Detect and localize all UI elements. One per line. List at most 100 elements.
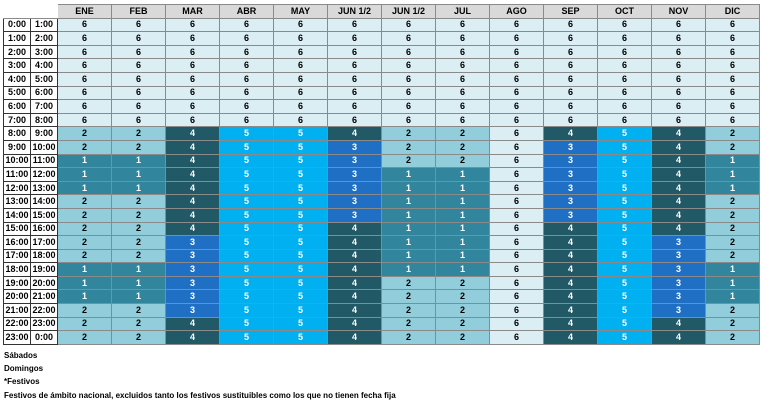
hour-from-cell: 21:00 [3, 303, 31, 318]
period-cell: 2 [705, 139, 760, 155]
hour-to-cell: 22:00 [30, 303, 58, 318]
period-cell: 1 [381, 180, 436, 196]
period-cell: 1 [381, 248, 436, 264]
period-cell: 2 [435, 139, 490, 155]
period-cell: 6 [543, 44, 598, 60]
period-cell: 6 [57, 17, 112, 33]
period-cell: 2 [111, 248, 166, 264]
period-cell: 4 [165, 316, 220, 332]
hour-row: 3:00 4:00 6 6 6 6 6 6 6 6 6 6 6 6 6 [3, 58, 760, 73]
period-cell: 4 [327, 221, 382, 237]
period-cell: 6 [219, 17, 274, 33]
hour-from-cell: 23:00 [3, 330, 31, 345]
period-cell: 4 [651, 316, 706, 332]
period-cell: 1 [381, 221, 436, 237]
hour-from-cell: 9:00 [3, 139, 31, 155]
period-cell: 2 [57, 316, 112, 332]
period-cell: 2 [381, 316, 436, 332]
period-cell: 5 [273, 126, 328, 141]
period-cell: 6 [489, 275, 544, 291]
period-cell: 5 [597, 248, 652, 264]
period-cell: 1 [381, 167, 436, 182]
period-cell: 5 [273, 248, 328, 264]
period-cell: 6 [111, 85, 166, 101]
period-cell: 4 [651, 330, 706, 345]
period-cell: 6 [705, 31, 760, 46]
period-cell: 3 [327, 139, 382, 155]
period-cell: 6 [219, 112, 274, 128]
hour-from-cell: 4:00 [3, 71, 31, 87]
hour-row: 19:00 20:00 1 1 3 5 5 4 2 2 6 4 5 3 1 [3, 275, 760, 291]
period-cell: 4 [327, 303, 382, 318]
period-cell: 6 [705, 44, 760, 60]
period-cell: 1 [435, 262, 490, 277]
period-cell: 4 [165, 221, 220, 237]
period-cell: 3 [327, 153, 382, 169]
period-cell: 6 [381, 99, 436, 114]
hour-row: 9:00 10:00 2 2 4 5 5 3 2 2 6 3 5 4 2 [3, 139, 760, 155]
period-cell: 6 [489, 58, 544, 73]
hour-to-cell: 14:00 [30, 194, 58, 209]
hour-to-cell: 9:00 [30, 126, 58, 141]
hour-to-cell: 16:00 [30, 221, 58, 237]
period-cell: 2 [435, 126, 490, 141]
hour-to-cell: 18:00 [30, 248, 58, 264]
period-cell: 6 [489, 126, 544, 141]
period-cell: 1 [705, 167, 760, 182]
period-cell: 3 [651, 248, 706, 264]
hour-from-cell: 7:00 [3, 112, 31, 128]
period-cell: 4 [327, 262, 382, 277]
period-cell: 6 [651, 17, 706, 33]
period-cell: 6 [381, 112, 436, 128]
hour-to-cell: 2:00 [30, 31, 58, 46]
hour-row: 17:00 18:00 2 2 3 5 5 4 1 1 6 4 5 3 2 [3, 248, 760, 264]
period-cell: 2 [57, 235, 112, 250]
hour-to-cell: 0:00 [30, 330, 58, 345]
period-cell: 5 [273, 262, 328, 277]
hour-row: 0:00 1:00 6 6 6 6 6 6 6 6 6 6 6 6 6 [3, 17, 760, 33]
period-cell: 5 [219, 330, 274, 345]
period-cell: 4 [327, 126, 382, 141]
period-cell: 5 [273, 180, 328, 196]
period-cell: 6 [435, 99, 490, 114]
period-cell: 1 [111, 167, 166, 182]
period-cell: 4 [327, 235, 382, 250]
period-cell: 6 [381, 58, 436, 73]
period-cell: 6 [597, 17, 652, 33]
month-header: FEB [111, 4, 166, 19]
period-cell: 5 [273, 221, 328, 237]
period-cell: 6 [111, 31, 166, 46]
period-cell: 6 [705, 71, 760, 87]
period-cell: 6 [273, 99, 328, 114]
hour-from-cell: 6:00 [3, 99, 31, 114]
period-cell: 6 [651, 112, 706, 128]
period-cell: 6 [435, 112, 490, 128]
period-cell: 2 [435, 303, 490, 318]
corner-cell [30, 4, 58, 19]
period-cell: 6 [111, 58, 166, 73]
period-cell: 2 [111, 303, 166, 318]
period-cell: 2 [381, 330, 436, 345]
period-cell: 6 [489, 194, 544, 209]
period-cell: 3 [165, 303, 220, 318]
hour-from-cell: 15:00 [3, 221, 31, 237]
period-cell: 4 [651, 153, 706, 169]
period-cell: 6 [597, 58, 652, 73]
hour-from-cell: 20:00 [3, 289, 31, 305]
period-cell: 2 [57, 126, 112, 141]
period-cell: 4 [327, 289, 382, 305]
period-cell: 6 [165, 71, 220, 87]
period-cell: 2 [111, 207, 166, 223]
period-cell: 4 [165, 153, 220, 169]
period-cell: 6 [219, 58, 274, 73]
period-cell: 2 [381, 139, 436, 155]
hour-row: 16:00 17:00 2 2 3 5 5 4 1 1 6 4 5 3 2 [3, 235, 760, 250]
period-cell: 4 [651, 207, 706, 223]
period-cell: 2 [435, 289, 490, 305]
hour-from-cell: 14:00 [3, 207, 31, 223]
period-cell: 3 [327, 167, 382, 182]
period-cell: 4 [543, 303, 598, 318]
period-cell: 6 [327, 71, 382, 87]
hour-row: 4:00 5:00 6 6 6 6 6 6 6 6 6 6 6 6 6 [3, 71, 760, 87]
period-cell: 6 [165, 112, 220, 128]
